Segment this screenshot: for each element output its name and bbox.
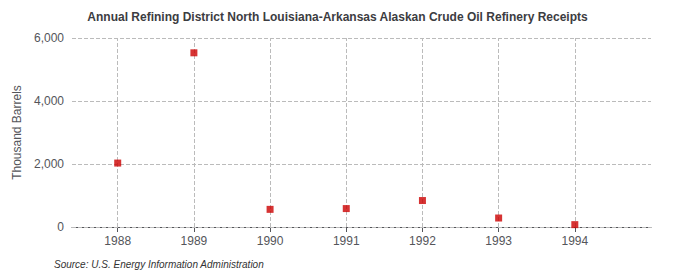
svg-text:1994: 1994	[561, 234, 588, 248]
svg-text:Source: U.S. Energy Informatio: Source: U.S. Energy Information Administ…	[54, 259, 264, 270]
svg-text:1990: 1990	[257, 234, 284, 248]
svg-text:1989: 1989	[181, 234, 208, 248]
svg-text:2,000: 2,000	[34, 157, 64, 171]
svg-text:4,000: 4,000	[34, 94, 64, 108]
svg-text:1992: 1992	[409, 234, 436, 248]
svg-text:Thousand Barrels: Thousand Barrels	[10, 85, 24, 180]
svg-text:1988: 1988	[104, 234, 131, 248]
svg-text:6,000: 6,000	[34, 31, 64, 45]
svg-text:1993: 1993	[485, 234, 512, 248]
svg-text:0: 0	[57, 220, 64, 234]
svg-text:Annual Refining District North: Annual Refining District North Louisiana…	[87, 10, 588, 24]
svg-text:1991: 1991	[333, 234, 360, 248]
